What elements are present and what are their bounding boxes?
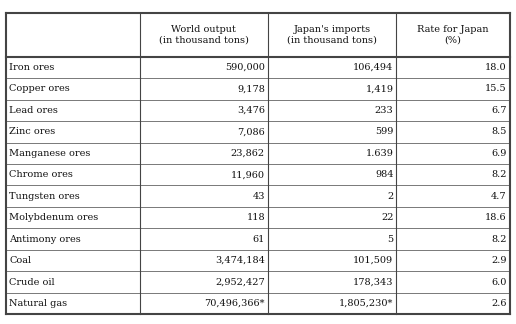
Text: World output
(in thousand tons): World output (in thousand tons) — [159, 25, 249, 45]
Text: Coal: Coal — [9, 256, 31, 265]
Text: 2.6: 2.6 — [491, 299, 507, 308]
Text: Rate for Japan
(%): Rate for Japan (%) — [417, 25, 489, 45]
Text: 61: 61 — [253, 235, 265, 244]
Text: Copper ores: Copper ores — [9, 84, 70, 93]
Text: 5: 5 — [388, 235, 393, 244]
Text: 8.2: 8.2 — [491, 170, 507, 179]
Text: 9,178: 9,178 — [237, 84, 265, 93]
Text: 1.639: 1.639 — [365, 149, 393, 158]
Text: 4.7: 4.7 — [491, 192, 507, 201]
Text: 984: 984 — [375, 170, 393, 179]
Text: 590,000: 590,000 — [225, 63, 265, 72]
Text: Tungsten ores: Tungsten ores — [9, 192, 80, 201]
Text: 2.9: 2.9 — [491, 256, 507, 265]
Text: Zinc ores: Zinc ores — [9, 127, 56, 136]
Text: 1,419: 1,419 — [365, 84, 393, 93]
Text: 15.5: 15.5 — [485, 84, 507, 93]
Text: 7,086: 7,086 — [237, 127, 265, 136]
Text: 106,494: 106,494 — [353, 63, 393, 72]
Text: Iron ores: Iron ores — [9, 63, 55, 72]
Text: Manganese ores: Manganese ores — [9, 149, 91, 158]
Text: Antimony ores: Antimony ores — [9, 235, 81, 244]
Text: Natural gas: Natural gas — [9, 299, 68, 308]
Text: 118: 118 — [246, 213, 265, 222]
Text: 101,509: 101,509 — [353, 256, 393, 265]
Text: 599: 599 — [375, 127, 393, 136]
Text: 18.0: 18.0 — [485, 63, 507, 72]
Text: Chrome ores: Chrome ores — [9, 170, 73, 179]
Text: Lead ores: Lead ores — [9, 106, 58, 115]
Text: 70,496,366*: 70,496,366* — [204, 299, 265, 308]
Text: 43: 43 — [252, 192, 265, 201]
Text: 2,952,427: 2,952,427 — [215, 278, 265, 286]
Text: 11,960: 11,960 — [231, 170, 265, 179]
Text: 1,805,230*: 1,805,230* — [339, 299, 393, 308]
Text: 178,343: 178,343 — [353, 278, 393, 286]
Text: 8.2: 8.2 — [491, 235, 507, 244]
Text: 233: 233 — [375, 106, 393, 115]
Text: 22: 22 — [381, 213, 393, 222]
Text: 6.7: 6.7 — [491, 106, 507, 115]
Text: Japan's imports
(in thousand tons): Japan's imports (in thousand tons) — [287, 25, 377, 45]
Text: 2: 2 — [387, 192, 393, 201]
Text: 6.9: 6.9 — [491, 149, 507, 158]
Text: 8.5: 8.5 — [491, 127, 507, 136]
Text: 3,474,184: 3,474,184 — [215, 256, 265, 265]
Text: 3,476: 3,476 — [237, 106, 265, 115]
Text: 18.6: 18.6 — [485, 213, 507, 222]
Text: 6.0: 6.0 — [491, 278, 507, 286]
Text: Crude oil: Crude oil — [9, 278, 55, 286]
Text: Molybdenum ores: Molybdenum ores — [9, 213, 99, 222]
Text: 23,862: 23,862 — [231, 149, 265, 158]
